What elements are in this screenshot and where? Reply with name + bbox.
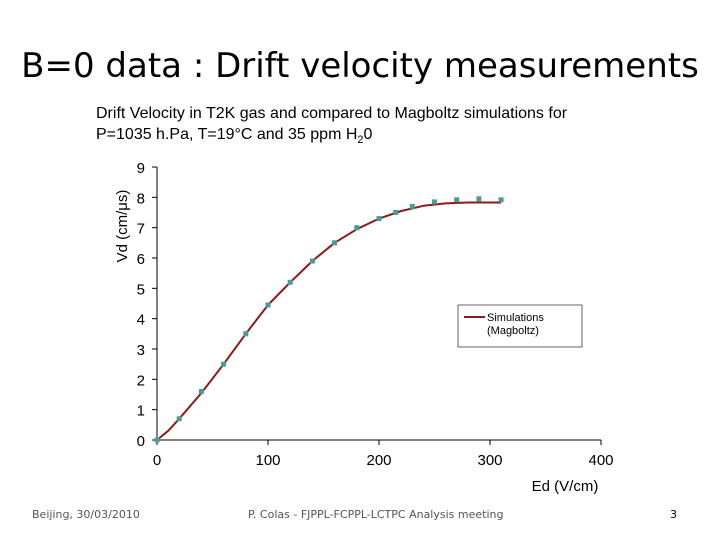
data-point <box>409 203 415 209</box>
data-point <box>454 197 460 203</box>
axis-labels: Vd (cm/μs) Ed (V/cm) <box>114 190 598 495</box>
y-tick-label: 0 <box>137 433 145 450</box>
y-tick-label: 9 <box>137 160 145 177</box>
y-axis-label: Vd (cm/μs) <box>114 190 131 263</box>
simulation-line <box>156 201 502 441</box>
slide-title: B=0 data : Drift velocity measurements <box>21 46 699 86</box>
chart-title-line-2-end: 0 <box>363 126 373 143</box>
data-point <box>176 416 182 422</box>
y-tick-label: 3 <box>137 342 145 359</box>
y-tick-label: 1 <box>137 403 145 420</box>
y-tick-label: 7 <box>137 221 145 238</box>
data-point <box>309 258 315 264</box>
footer-presenter: P. Colas - FJPPL-FCPPL-LCTPC Analysis me… <box>248 508 504 521</box>
data-point <box>287 279 293 285</box>
data-point <box>432 199 437 205</box>
y-tick-label: 4 <box>137 312 145 329</box>
simulation-series <box>156 201 502 441</box>
data-point <box>354 225 360 231</box>
x-tick-label: 300 <box>477 452 502 469</box>
y-tick-label: 5 <box>137 281 145 298</box>
y-tick-label: 6 <box>137 251 145 268</box>
x-tick-label: 0 <box>153 452 161 469</box>
data-point <box>198 389 204 394</box>
chart-title-line-1: Drift Velocity in T2K gas and compared t… <box>96 105 568 122</box>
data-point <box>376 216 382 222</box>
legend-label-line-1: Simulations <box>487 312 544 324</box>
chart-title-line-2: P=1035 h.Pa, T=19°C and 35 ppm H20 <box>96 124 656 151</box>
x-axis-label: Ed (V/cm) <box>532 478 599 495</box>
data-point <box>154 437 160 443</box>
y-tick-label: 8 <box>137 190 145 207</box>
y-tick-label: 2 <box>137 372 145 389</box>
x-tick-label: 100 <box>255 452 280 469</box>
chart-legend: Simulations (Magboltz) <box>457 304 583 348</box>
data-point <box>243 331 249 337</box>
data-point <box>332 240 338 246</box>
chart-title-line-2-text: P=1035 h.Pa, T=19°C and 35 ppm H <box>96 126 358 143</box>
data-point <box>498 197 504 203</box>
x-tick-label: 200 <box>366 452 391 469</box>
legend-label-line-2: (Magboltz) <box>487 325 539 337</box>
data-point <box>476 196 482 202</box>
data-point <box>221 361 227 367</box>
page-number: 3 <box>670 508 677 521</box>
chart-title: Drift Velocity in T2K gas and compared t… <box>96 103 656 151</box>
x-tick-label: 400 <box>588 452 613 469</box>
legend-label-simulations: Simulations (Magboltz) <box>487 312 547 337</box>
data-point <box>393 210 399 215</box>
legend-box <box>457 304 583 348</box>
measurement-series <box>154 196 504 443</box>
chart-title-subscript: 2 <box>357 134 364 147</box>
data-point <box>265 302 271 308</box>
footer-date: Beijing, 30/03/2010 <box>32 508 140 521</box>
